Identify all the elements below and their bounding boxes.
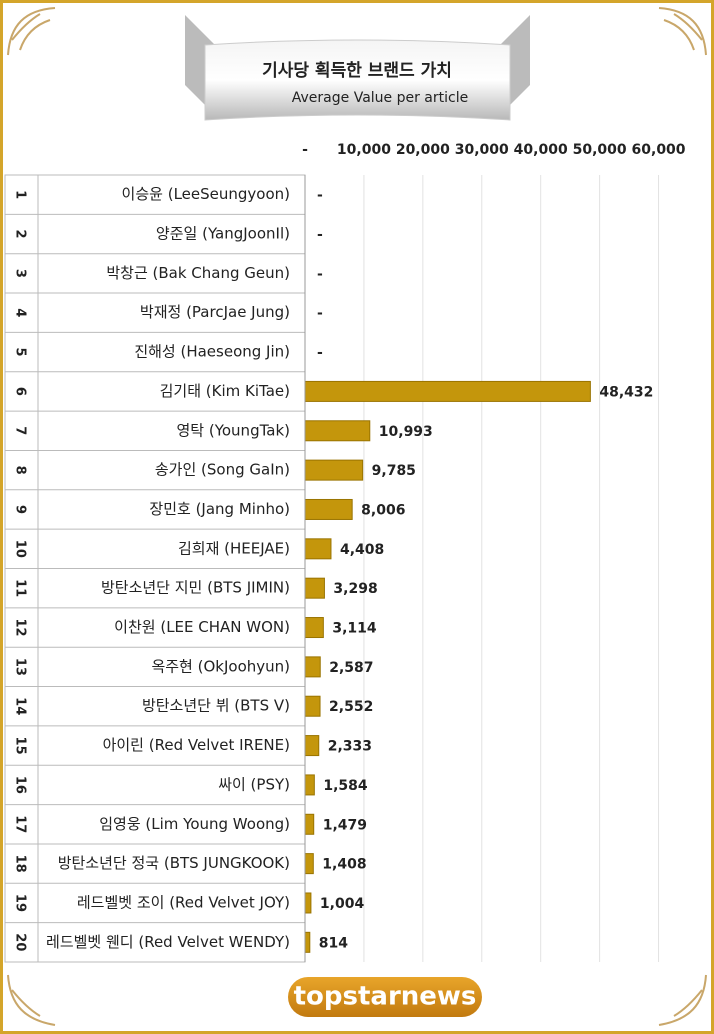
rank: 19: [13, 894, 28, 912]
bar: [304, 774, 315, 796]
value-label: 1,408: [322, 857, 366, 873]
category-label: 이찬원 (LEE CHAN WON): [114, 618, 290, 636]
rank: 9: [13, 505, 28, 514]
ornaments: [7, 7, 707, 1026]
rank: 15: [13, 737, 28, 755]
rank: 17: [13, 815, 28, 833]
x-tick-label: -: [302, 142, 308, 158]
category-label: 이승윤 (LeeSeungyoon): [122, 185, 290, 203]
bar: [304, 656, 321, 678]
category-label: 옥주현 (OkJoohyun): [151, 657, 290, 675]
x-tick-label: 10,000: [337, 142, 391, 158]
bar: [304, 420, 371, 442]
bar: [304, 538, 332, 560]
bar: [304, 617, 324, 639]
value-label: 4,408: [340, 542, 384, 558]
rank: 20: [13, 933, 28, 951]
value-label: 1,584: [323, 778, 368, 794]
category-label: 임영웅 (Lim Young Woong): [99, 815, 290, 833]
logo: topstarnews: [294, 982, 477, 1012]
category-label: 영탁 (YoungTak): [176, 421, 290, 439]
value-label: 3,114: [332, 621, 377, 637]
category-label: 싸이 (PSY): [218, 775, 290, 793]
bar: [304, 380, 591, 402]
x-tick-label: 60,000: [632, 142, 686, 158]
bar: [304, 892, 312, 914]
bar: [304, 459, 364, 481]
rank: 2: [13, 230, 28, 239]
x-tick-label: 30,000: [455, 142, 509, 158]
value-label: 10,993: [379, 424, 433, 440]
x-tick-label: 20,000: [396, 142, 450, 158]
value-label: 1,004: [320, 896, 365, 912]
value-label: 8,006: [361, 502, 405, 518]
value-label: -: [317, 306, 323, 322]
rank: 8: [13, 466, 28, 475]
value-label: 1,479: [323, 817, 367, 833]
category-label: 양준일 (YangJoonIl): [156, 225, 290, 243]
rank: 18: [13, 855, 28, 873]
rank: 10: [13, 540, 28, 558]
category-label: 송가인 (Song GaIn): [155, 461, 290, 479]
rank: 5: [13, 348, 28, 357]
value-label: -: [317, 345, 323, 361]
value-label: 3,298: [333, 581, 377, 597]
category-label: 방탄소년단 정국 (BTS JUNGKOOK): [58, 854, 290, 872]
value-label: 2,552: [329, 699, 373, 715]
value-label: 9,785: [372, 463, 416, 479]
category-label: 진해성 (Haeseong Jin): [134, 343, 290, 361]
bar: [304, 931, 311, 953]
rank: 16: [13, 776, 28, 794]
chart-subtitle: Average Value per article: [292, 90, 468, 106]
value-label: -: [317, 266, 323, 282]
category-label: 레드벨벳 웬디 (Red Velvet WENDY): [46, 933, 290, 951]
value-label: 48,432: [599, 384, 653, 400]
rank: 7: [13, 426, 28, 435]
value-label: -: [317, 188, 323, 204]
value-label: 2,587: [329, 660, 373, 676]
x-tick-label: 50,000: [573, 142, 627, 158]
category-label: 김희재 (HEEJAE): [178, 539, 290, 557]
rank: 13: [13, 658, 28, 676]
bar: [304, 735, 320, 757]
bar: [304, 695, 321, 717]
banner: [185, 15, 530, 121]
category-label: 레드벨벳 조이 (Red Velvet JOY): [77, 893, 290, 911]
bar: [304, 853, 314, 875]
rank: 12: [13, 618, 28, 636]
x-tick-label: 40,000: [514, 142, 568, 158]
category-label: 김기태 (Kim KiTae): [160, 382, 290, 400]
category-label: 박재정 (ParcJae Jung): [140, 303, 290, 321]
bar: [304, 813, 315, 835]
chart-title: 기사당 획득한 브랜드 가치: [262, 61, 452, 81]
bar: [304, 498, 353, 520]
rank: 6: [13, 387, 28, 396]
rank: 14: [13, 697, 28, 715]
rank: 3: [13, 269, 28, 278]
category-label: 방탄소년단 지민 (BTS JIMIN): [101, 579, 290, 597]
category-label: 방탄소년단 뷔 (BTS V): [142, 697, 290, 715]
category-label: 아이린 (Red Velvet IRENE): [103, 736, 290, 754]
rank: 4: [13, 308, 28, 317]
logo-pill: [288, 977, 482, 1017]
category-label: 박창근 (Bak Chang Geun): [106, 264, 290, 282]
rank: 1: [13, 190, 28, 199]
value-label: 814: [319, 935, 348, 951]
category-label: 장민호 (Jang Minho): [149, 500, 290, 518]
rank: 11: [13, 579, 28, 597]
bar: [304, 577, 325, 599]
value-label: 2,333: [328, 739, 372, 755]
value-label: -: [317, 227, 323, 243]
